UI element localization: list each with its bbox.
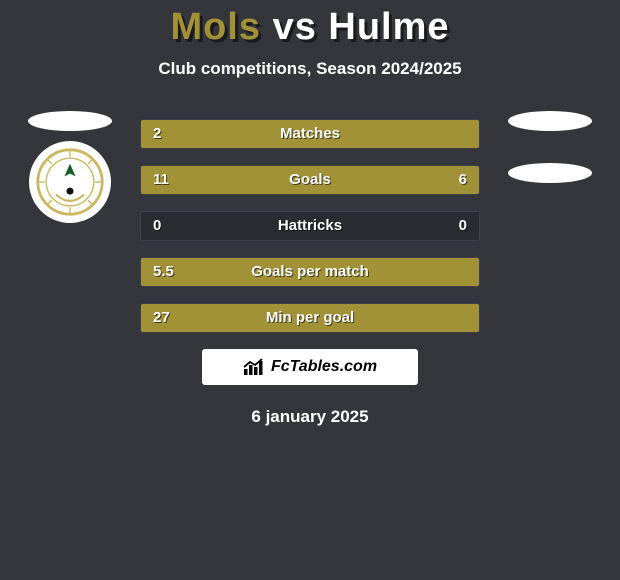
subtitle: Club competitions, Season 2024/2025: [0, 59, 620, 79]
stat-row: 27Min per goal: [140, 303, 480, 333]
player1-club-crest: [29, 141, 111, 223]
stats-bars: 2Matches 116Goals 00Hattricks 5.5Goals per …: [140, 119, 480, 333]
chart-icon: [243, 358, 265, 376]
stat-row: 116Goals: [140, 165, 480, 195]
stats-area: 2Matches 116Goals 00Hattricks 5.5Goals per …: [0, 119, 620, 427]
comparison-title: Mols vs Hulme: [0, 0, 620, 49]
source-badge[interactable]: FcTables.com: [202, 349, 418, 385]
player2-column: [498, 111, 602, 193]
stat-label: Goals per match: [141, 258, 479, 286]
stat-label: Matches: [141, 120, 479, 148]
source-badge-label: FcTables.com: [271, 358, 377, 376]
player1-column: [18, 111, 122, 223]
stat-row: 5.5Goals per match: [140, 257, 480, 287]
player2-name: Hulme: [328, 6, 449, 48]
stat-label: Goals: [141, 166, 479, 194]
player1-name-pill: [28, 111, 112, 131]
date: 6 january 2025: [0, 407, 620, 427]
vs-separator: vs: [273, 6, 317, 48]
stat-label: Min per goal: [141, 304, 479, 332]
player2-club-pill: [508, 163, 592, 183]
player1-name: Mols: [170, 6, 261, 48]
stat-row: 00Hattricks: [140, 211, 480, 241]
stat-row: 2Matches: [140, 119, 480, 149]
stat-label: Hattricks: [141, 212, 479, 240]
player2-name-pill: [508, 111, 592, 131]
